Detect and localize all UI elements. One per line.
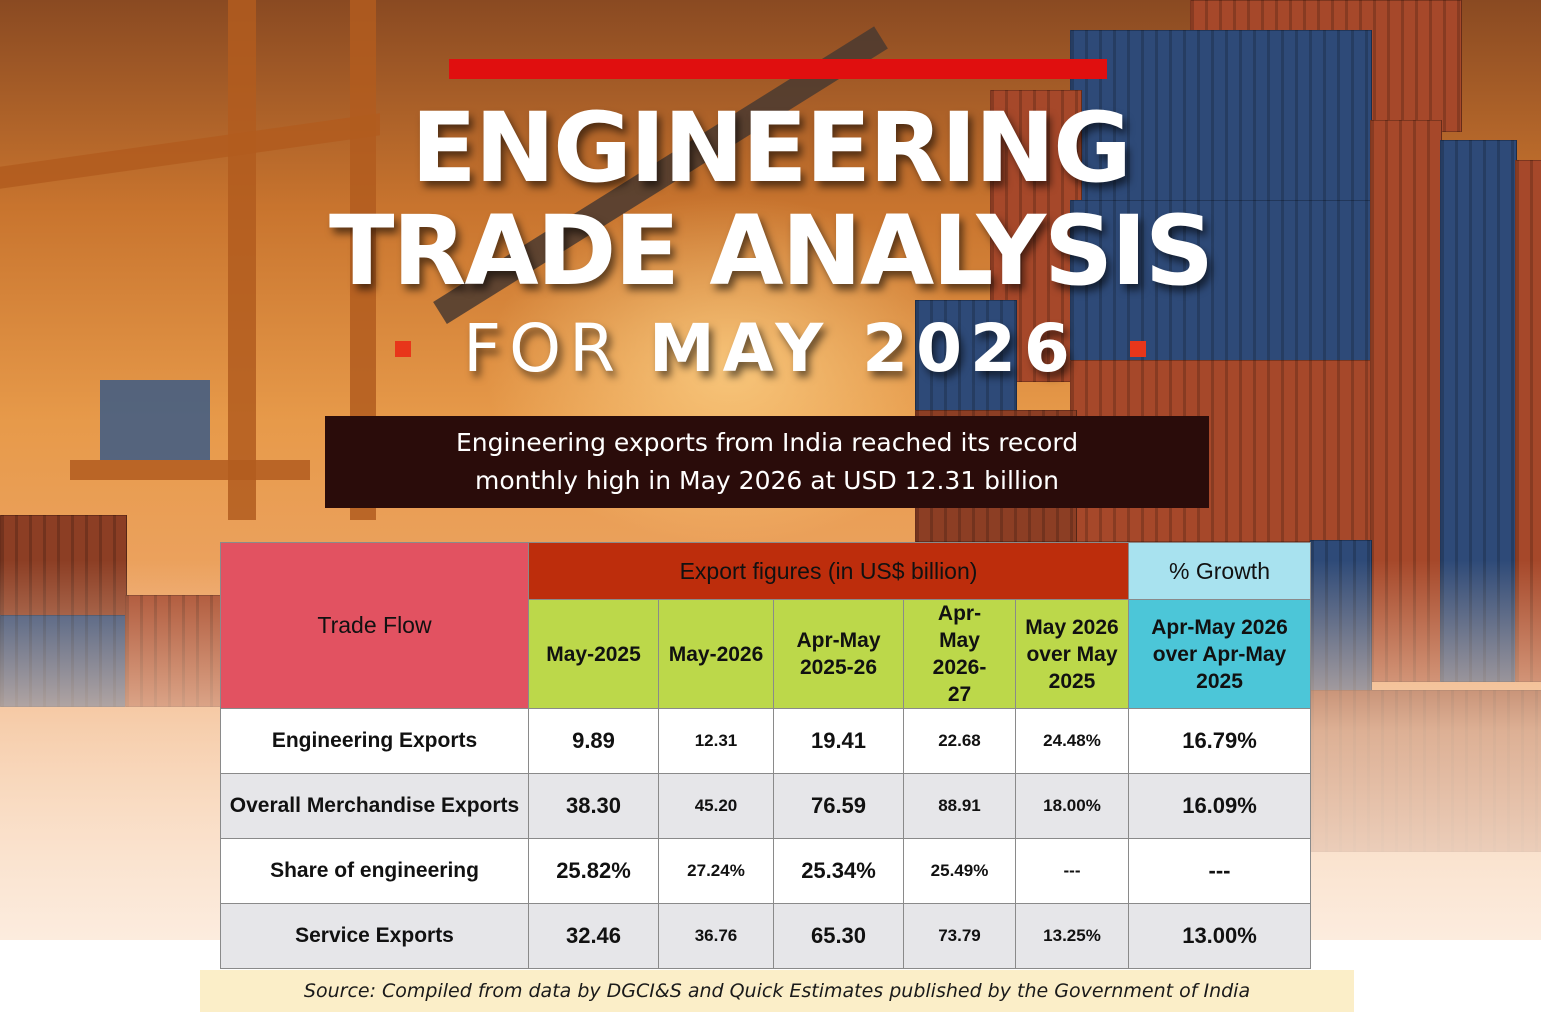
table-cell: 25.82% [528,838,659,904]
column-header-text: Apr-May 2026 over Apr-May 2025 [1151,615,1288,693]
table-cell: --- [1128,838,1312,904]
subtitle-line-2: monthly high in May 2026 at USD 12.31 bi… [475,466,1059,495]
table-cell: 25.49% [903,838,1016,904]
row-label: Engineering Exports [220,708,529,774]
table-row: Overall Merchandise Exports 38.30 45.20 … [220,773,1312,839]
column-header-text: Apr-May 2026-27 [932,602,987,706]
crane-cab [100,380,210,460]
column-header: May-2025 [528,599,659,709]
column-header-text: Apr-May 2025-26 [796,629,881,679]
title-line-3: FOR MAY 2026 [0,310,1541,387]
table-cell: 16.09% [1128,773,1312,839]
column-header-text: May 2026 over May 2025 [1025,615,1119,693]
crane-platform [70,460,310,480]
subtitle-line-1: Engineering exports from India reached i… [455,428,1079,457]
square-bullet-icon [1129,340,1146,357]
subtitle-banner: Engineering exports from India reached i… [325,416,1209,508]
column-header: Apr-May 2025-26 [773,599,904,709]
table-row: Service Exports 32.46 36.76 65.30 73.79 … [220,903,1312,969]
crane-tower [228,0,256,520]
table-cell: 36.76 [658,903,774,969]
title-line-1: ENGINEERING [411,92,1132,204]
table-cell: 24.48% [1014,708,1130,774]
row-label: Overall Merchandise Exports [220,773,529,839]
column-header: Apr-May 2026 over Apr-May 2025 [1128,599,1312,709]
title-line-2: TRADE ANALYSIS [328,195,1214,307]
table-cell: 38.30 [528,773,659,839]
row-label: Service Exports [220,903,529,969]
table-row: Engineering Exports 9.89 12.31 19.41 22.… [220,708,1312,774]
table-cell: 25.34% [773,838,904,904]
table-cell: 19.41 [773,708,904,774]
table-cell: 13.00% [1128,903,1312,969]
trade-table: Trade Flow Export figures (in US$ billio… [220,542,1312,969]
table-cell: 45.20 [658,773,774,839]
table-cell: 13.25% [1014,903,1130,969]
table-cell: --- [1014,838,1130,904]
title-for: FOR [463,310,623,387]
container-right-3 [990,90,1082,382]
square-bullet-icon [395,340,412,357]
header-growth: % Growth [1128,542,1312,600]
table-cell: 65.30 [773,903,904,969]
table-header-row: Trade Flow Export figures (in US$ billio… [220,542,1312,709]
table-subheader-row: May-2025 May-2026 Apr-May 2025-26 Apr-Ma… [221,599,1312,709]
table-cell: 76.59 [773,773,904,839]
header-export-figures: Export figures (in US$ billion) [527,542,1130,600]
table-row: Share of engineering 25.82% 27.24% 25.34… [220,838,1312,904]
container-right-2 [1070,30,1372,202]
container-right-5 [915,300,1017,412]
header-trade-flow: Trade Flow [220,542,529,709]
table-cell: 9.89 [528,708,659,774]
table-cell: 18.00% [1014,773,1130,839]
table-cell: 16.79% [1128,708,1312,774]
column-header: May 2026 over May 2025 [1014,599,1130,709]
table-cell: 27.24% [658,838,774,904]
table-cell: 73.79 [903,903,1016,969]
title-accent-bar [449,59,1107,79]
source-note: Source: Compiled from data by DGCI&S and… [200,970,1354,1012]
row-label: Share of engineering [220,838,529,904]
table-cell: 22.68 [903,708,1016,774]
container-right-4 [1070,200,1372,362]
table-cell: 88.91 [903,773,1016,839]
table-cell: 12.31 [658,708,774,774]
column-header: Apr-May 2026-27 [903,599,1016,709]
column-header: May-2026 [658,599,774,709]
table-cell: 32.46 [528,903,659,969]
container-right-6 [1070,360,1372,542]
title-period: MAY 2026 [648,310,1078,387]
